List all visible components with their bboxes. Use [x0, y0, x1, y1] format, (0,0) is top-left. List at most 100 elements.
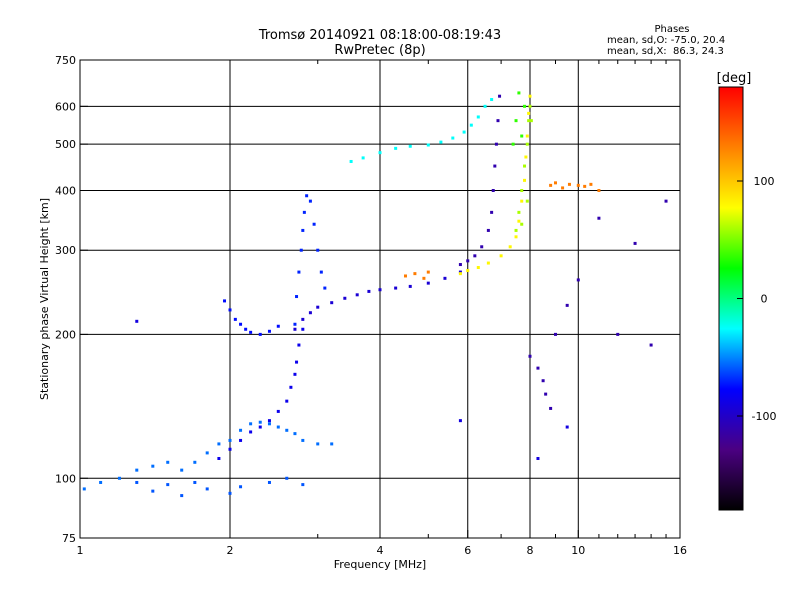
data-point	[524, 155, 528, 159]
data-point	[319, 270, 323, 274]
data-point	[616, 332, 620, 336]
data-point	[664, 199, 668, 203]
data-point	[528, 104, 532, 108]
data-point	[135, 319, 139, 323]
data-point	[378, 288, 382, 292]
data-point	[597, 216, 601, 220]
data-point	[511, 142, 515, 146]
data-point	[258, 420, 262, 424]
data-point	[193, 480, 197, 484]
data-point	[597, 188, 601, 192]
data-point	[193, 460, 197, 464]
colorbar-tick-label: 100	[754, 175, 775, 188]
data-point	[249, 430, 253, 434]
data-point	[527, 119, 531, 123]
data-point	[466, 269, 470, 273]
data-point	[589, 182, 593, 186]
data-point	[469, 123, 473, 127]
x-axis-ticks: 1 2 4 6 8 10 16	[77, 60, 687, 557]
data-point	[458, 272, 462, 276]
data-point	[514, 228, 518, 232]
y-tick-label: 200	[55, 328, 76, 341]
data-point	[258, 425, 262, 429]
data-point	[378, 151, 382, 155]
data-point	[426, 281, 430, 285]
data-point	[267, 419, 271, 423]
y-tick-label: 500	[55, 138, 76, 151]
data-point	[217, 442, 221, 446]
data-point	[267, 480, 271, 484]
data-point	[451, 136, 455, 140]
data-point	[527, 111, 531, 115]
data-point	[301, 483, 305, 487]
data-point	[316, 305, 320, 309]
data-point	[239, 428, 243, 432]
data-points	[82, 91, 668, 498]
data-point	[289, 385, 293, 389]
y-axis-ticks: 75 100 200 300 400 500 600 750	[55, 54, 88, 545]
data-point	[244, 327, 248, 331]
data-point	[233, 317, 237, 321]
y-tick-label: 750	[55, 54, 76, 67]
data-point	[312, 222, 316, 226]
data-point	[166, 483, 170, 487]
data-point	[82, 487, 86, 491]
data-point	[517, 210, 521, 214]
x-tick-label: 4	[377, 544, 384, 557]
data-point	[525, 199, 529, 203]
x-tick-label: 10	[571, 544, 585, 557]
data-point	[536, 456, 540, 460]
data-point	[498, 94, 502, 98]
data-point	[549, 183, 553, 187]
y-tick-label: 300	[55, 244, 76, 257]
data-point	[458, 270, 462, 274]
data-point	[323, 286, 327, 290]
data-point	[293, 432, 297, 436]
x-axis-label: Frequency [MHz]	[334, 558, 426, 571]
data-point	[276, 409, 280, 413]
data-point	[633, 241, 637, 245]
plot-frame	[79, 59, 681, 539]
data-point	[520, 222, 524, 226]
data-point	[285, 399, 289, 403]
data-point	[293, 322, 297, 326]
data-point	[499, 254, 503, 258]
data-point	[553, 181, 557, 185]
data-point	[508, 245, 512, 249]
y-tick-label: 400	[55, 184, 76, 197]
data-point	[355, 293, 359, 297]
y-tick-label: 75	[62, 532, 76, 545]
data-point	[493, 164, 497, 168]
data-point	[561, 186, 565, 190]
data-point	[496, 119, 500, 123]
data-point	[525, 134, 529, 138]
data-point	[517, 219, 521, 223]
data-point	[295, 295, 299, 299]
data-point	[276, 324, 280, 328]
data-point	[297, 270, 301, 274]
data-point	[117, 476, 121, 480]
data-point	[205, 487, 209, 491]
data-point	[528, 94, 532, 98]
data-point	[135, 468, 139, 472]
data-point	[316, 248, 320, 252]
data-point	[367, 289, 371, 293]
data-point	[249, 422, 253, 426]
data-point	[285, 428, 289, 432]
data-point	[483, 104, 487, 108]
data-point	[529, 119, 533, 123]
data-point	[491, 188, 495, 192]
data-point	[308, 199, 312, 203]
data-point	[567, 182, 571, 186]
data-point	[486, 228, 490, 232]
data-point	[528, 354, 532, 358]
data-point	[466, 259, 470, 263]
data-point	[295, 360, 299, 364]
x-tick-label: 2	[227, 544, 234, 557]
data-point	[302, 210, 306, 214]
data-point	[316, 442, 320, 446]
data-point	[576, 183, 580, 187]
data-point	[490, 210, 494, 214]
data-point	[565, 425, 569, 429]
